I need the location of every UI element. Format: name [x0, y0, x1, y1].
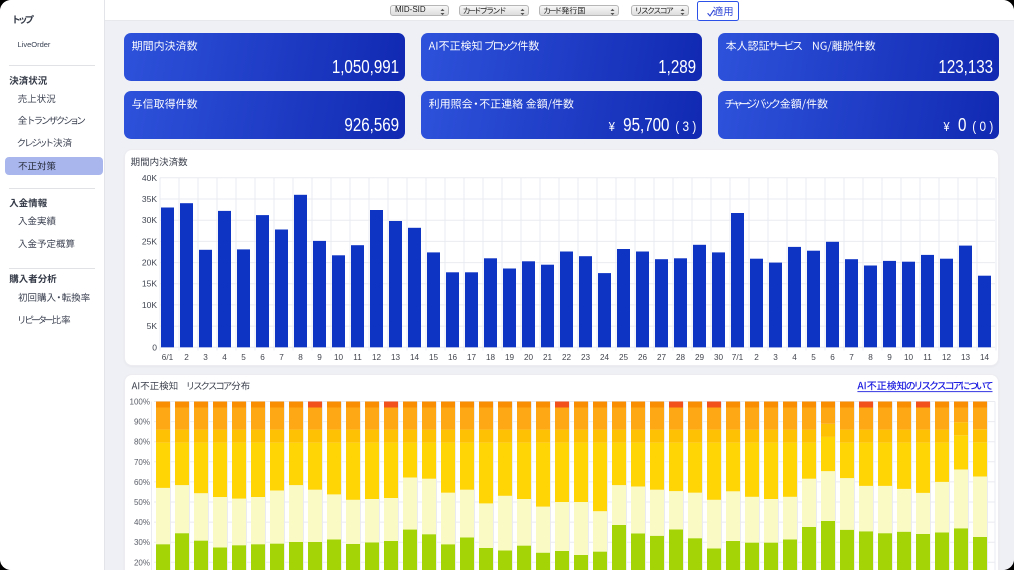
svg-text:12: 12 [372, 353, 382, 362]
svg-text:16: 16 [448, 353, 458, 362]
svg-text:5K: 5K [147, 321, 158, 331]
svg-text:6/1: 6/1 [162, 353, 174, 362]
svg-text:26: 26 [638, 353, 648, 362]
svg-text:29: 29 [695, 353, 705, 362]
svg-text:19: 19 [505, 353, 515, 362]
svg-text:13: 13 [391, 353, 401, 362]
svg-text:9: 9 [317, 353, 322, 362]
svg-text:14: 14 [980, 353, 990, 362]
svg-text:20K: 20K [142, 257, 157, 267]
svg-text:28: 28 [676, 353, 686, 362]
svg-text:40K: 40K [142, 172, 157, 182]
svg-text:11: 11 [923, 353, 932, 362]
svg-text:3: 3 [203, 353, 208, 362]
svg-text:5: 5 [811, 353, 816, 362]
svg-text:2: 2 [184, 353, 189, 362]
svg-text:24: 24 [600, 353, 610, 362]
svg-text:2: 2 [754, 353, 759, 362]
svg-text:35K: 35K [142, 194, 157, 204]
svg-text:4: 4 [792, 353, 797, 362]
svg-text:25K: 25K [142, 236, 157, 246]
svg-text:5: 5 [241, 353, 246, 362]
svg-text:50%: 50% [134, 498, 150, 507]
svg-text:13: 13 [961, 353, 971, 362]
svg-text:15: 15 [429, 353, 439, 362]
svg-text:9: 9 [887, 353, 892, 362]
svg-text:4: 4 [222, 353, 227, 362]
svg-text:7/1: 7/1 [732, 353, 744, 362]
svg-text:15K: 15K [142, 278, 157, 288]
svg-text:30%: 30% [134, 538, 150, 547]
svg-text:25: 25 [619, 353, 629, 362]
svg-text:90%: 90% [134, 417, 150, 426]
svg-text:8: 8 [868, 353, 873, 362]
svg-text:3: 3 [773, 353, 778, 362]
svg-text:20%: 20% [134, 558, 150, 567]
svg-text:70%: 70% [134, 457, 150, 466]
svg-text:6: 6 [830, 353, 835, 362]
svg-text:30: 30 [714, 353, 724, 362]
svg-text:7: 7 [849, 353, 854, 362]
svg-text:100%: 100% [130, 397, 150, 406]
svg-text:23: 23 [581, 353, 591, 362]
svg-text:0: 0 [152, 342, 157, 352]
svg-text:30K: 30K [142, 215, 157, 225]
svg-text:14: 14 [410, 353, 420, 362]
svg-text:22: 22 [562, 353, 572, 362]
svg-text:7: 7 [279, 353, 284, 362]
svg-text:17: 17 [467, 353, 477, 362]
svg-text:60%: 60% [134, 477, 150, 486]
svg-text:40%: 40% [134, 518, 150, 527]
svg-text:20: 20 [524, 353, 534, 362]
svg-text:11: 11 [353, 353, 362, 362]
svg-text:8: 8 [298, 353, 303, 362]
svg-text:27: 27 [657, 353, 667, 362]
svg-text:12: 12 [942, 353, 952, 362]
svg-text:10: 10 [904, 353, 914, 362]
svg-text:18: 18 [486, 353, 496, 362]
svg-text:6: 6 [260, 353, 265, 362]
svg-text:10: 10 [334, 353, 344, 362]
svg-text:80%: 80% [134, 437, 150, 446]
svg-text:21: 21 [543, 353, 553, 362]
svg-text:10K: 10K [142, 300, 157, 310]
